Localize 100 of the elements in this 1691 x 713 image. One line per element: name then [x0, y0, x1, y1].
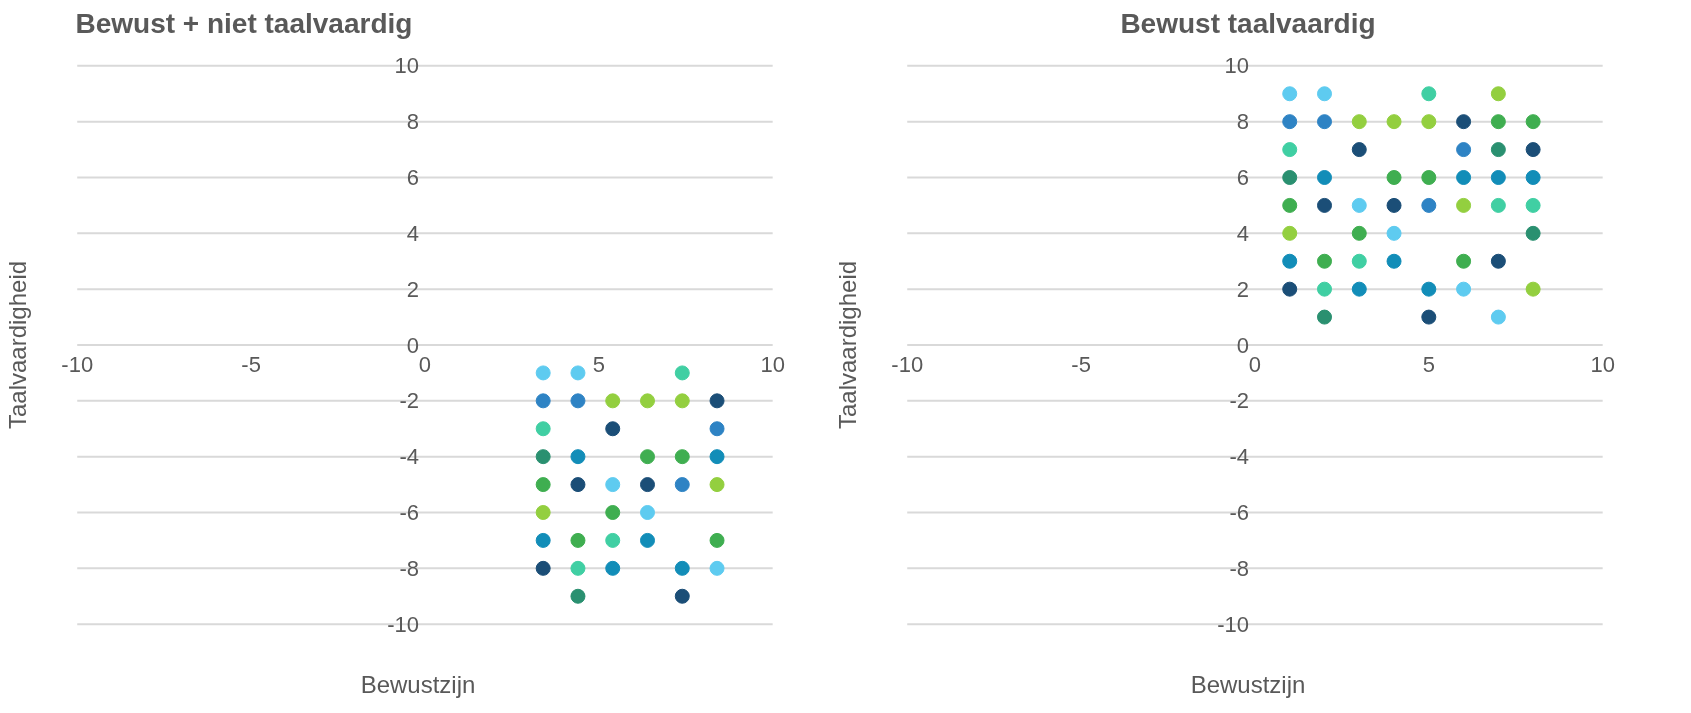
y-tick-label: 4: [406, 220, 419, 246]
point: [1317, 197, 1332, 213]
point: [605, 421, 621, 437]
y-axis-title: Taalvaardigheid: [3, 260, 31, 430]
point: [1386, 225, 1402, 241]
point: [535, 393, 551, 409]
point: [535, 477, 551, 493]
y-tick-label: 6: [1236, 165, 1249, 190]
point: [640, 505, 655, 520]
point: [640, 532, 655, 548]
point: [1456, 170, 1472, 185]
point: [1490, 253, 1506, 269]
point: [605, 560, 621, 576]
y-tick-label: -2: [1229, 388, 1249, 414]
point: [1456, 142, 1472, 158]
point: [640, 393, 655, 409]
point: [640, 477, 655, 493]
point: [605, 532, 621, 548]
point: [1282, 225, 1298, 241]
point: [605, 505, 621, 520]
point: [674, 449, 690, 465]
point: [1490, 114, 1506, 130]
point: [570, 560, 586, 576]
point: [1282, 197, 1298, 213]
point: [1386, 114, 1402, 130]
point: [1386, 253, 1402, 269]
point: [1351, 225, 1367, 241]
point: [570, 449, 586, 465]
y-tick-label: -8: [399, 555, 419, 581]
point: [570, 532, 586, 548]
y-tick-label: 4: [1236, 220, 1249, 246]
point: [605, 393, 621, 409]
y-tick-label: 10: [1224, 53, 1249, 79]
point: [709, 421, 725, 437]
point: [640, 449, 655, 465]
point: [570, 588, 586, 604]
point: [1490, 86, 1506, 102]
y-tick-label: 2: [1236, 276, 1249, 302]
point: [535, 505, 551, 520]
point: [535, 365, 551, 381]
point: [1317, 86, 1332, 102]
x-tick-label: 5: [1422, 352, 1435, 377]
point: [709, 393, 725, 409]
point: [674, 393, 690, 409]
y-tick-label: 0: [1236, 332, 1249, 358]
point: [1525, 197, 1541, 213]
point: [1282, 281, 1298, 297]
y-tick-label: -10: [1217, 611, 1249, 637]
point: [1282, 170, 1298, 185]
point: [709, 560, 725, 576]
point: [1490, 170, 1506, 185]
y-tick-label: -6: [1229, 500, 1249, 525]
point: [709, 477, 725, 493]
point: [1282, 114, 1298, 130]
point: [674, 560, 690, 576]
point: [1351, 281, 1367, 297]
y-axis-title: Taalvaardigheid: [833, 260, 861, 430]
point: [1525, 170, 1541, 185]
point: [1282, 253, 1298, 269]
y-tick-label: 8: [1236, 109, 1249, 135]
point: [674, 588, 690, 604]
point: [535, 560, 551, 576]
point: [1525, 281, 1541, 297]
point: [1525, 142, 1541, 158]
point: [674, 477, 690, 493]
point: [605, 477, 621, 493]
point: [709, 532, 725, 548]
point: [1317, 281, 1332, 297]
point: [535, 421, 551, 437]
x-axis-title: Bewustzijn: [360, 670, 476, 698]
x-tick-label: -10: [891, 352, 924, 377]
point: [1351, 197, 1367, 213]
point: [674, 365, 690, 381]
y-tick-label: 8: [406, 109, 419, 135]
x-tick-label: 5: [592, 352, 605, 377]
point: [1456, 253, 1472, 269]
chart-title: Bewust + niet taalvaardig: [75, 7, 413, 39]
y-tick-label: -10: [387, 611, 419, 637]
point: [1456, 114, 1472, 130]
point: [1386, 197, 1402, 213]
point: [1490, 309, 1506, 325]
x-axis-title: Bewustzijn: [1190, 670, 1306, 698]
point: [1317, 114, 1332, 130]
y-tick-label: 2: [406, 276, 419, 302]
x-tick-label: -5: [241, 352, 261, 377]
point: [1421, 281, 1437, 297]
y-tick-label: 10: [394, 53, 419, 79]
point: [1456, 197, 1472, 213]
point: [1282, 86, 1298, 102]
point: [1317, 309, 1332, 325]
point: [570, 365, 586, 381]
point: [1421, 309, 1437, 325]
point: [1525, 114, 1541, 130]
point: [1386, 170, 1402, 185]
x-tick-label: 10: [1590, 352, 1615, 377]
point: [1282, 142, 1298, 158]
point: [1490, 197, 1506, 213]
y-tick-label: 6: [406, 165, 419, 190]
y-tick-label: -4: [399, 444, 419, 470]
chart-title: Bewust taalvaardig: [1120, 7, 1376, 39]
